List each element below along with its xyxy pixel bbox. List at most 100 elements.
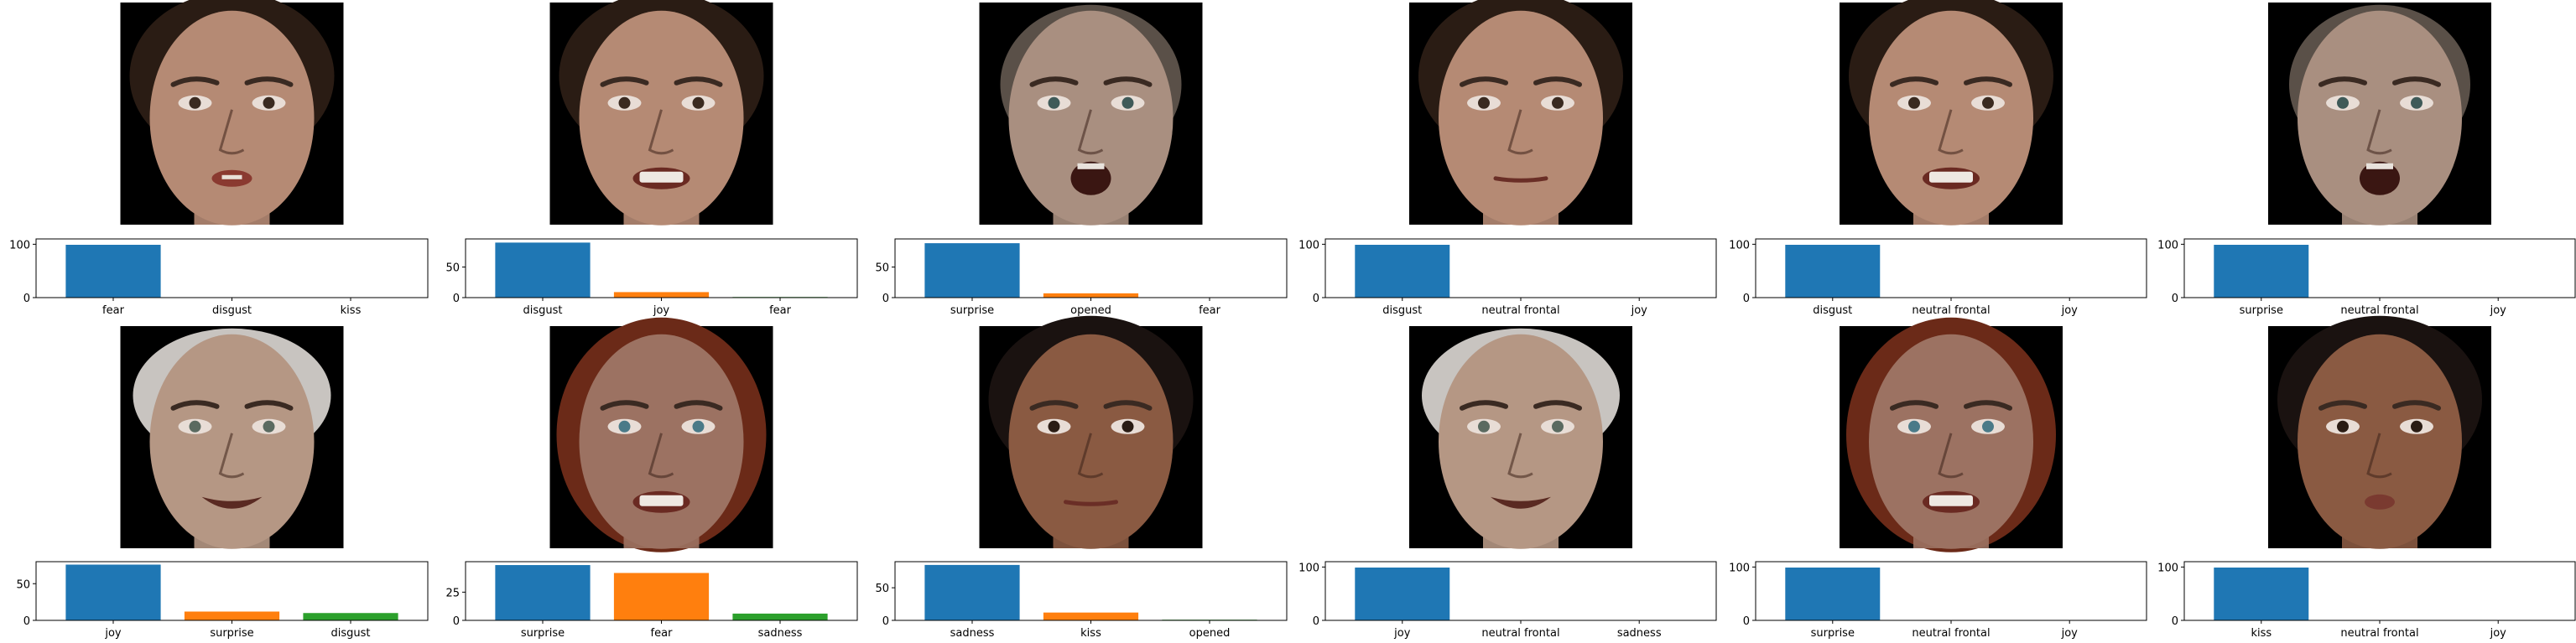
axes-frame: [2183, 238, 2576, 298]
mouth: [201, 496, 263, 509]
panel: joy surprise disgust 0 50: [16, 326, 429, 640]
face: [1439, 334, 1603, 549]
left-iris: [2337, 96, 2349, 109]
bar-opened: [1043, 293, 1139, 298]
x-tick-label: joy: [104, 627, 122, 640]
panel: surprise fear sadness 0 25: [445, 317, 858, 640]
right-eyebrow: [1964, 400, 2012, 411]
y-tick-label: 0: [453, 293, 460, 305]
bar-joy: [1355, 568, 1450, 620]
bar-disgust: [495, 242, 591, 298]
panel: surprise opened fear 0 50: [875, 3, 1288, 317]
x-tick-label: joy: [2490, 304, 2507, 317]
bar-fear: [613, 573, 710, 620]
bar-surprise: [495, 565, 591, 620]
y-tick-label: 0: [882, 293, 889, 305]
left-eyebrow: [170, 400, 220, 411]
x-tick-label: surprise: [950, 304, 994, 317]
left-iris: [1048, 96, 1060, 109]
y-tick-label: 100: [2157, 239, 2178, 251]
x-tick-label: fear: [1199, 304, 1221, 317]
axes-frame: [1755, 238, 2147, 298]
nose: [218, 433, 245, 479]
axes-frame: [894, 561, 1288, 621]
y-tick-label: 50: [875, 262, 889, 275]
mouth: [1064, 500, 1118, 506]
right-iris: [1552, 96, 1564, 109]
teeth: [639, 495, 684, 506]
right-eyebrow: [1103, 76, 1153, 87]
x-tick-label: disgust: [1813, 304, 1852, 317]
bar-disgust: [1785, 245, 1881, 298]
y-tick-label: 0: [2172, 293, 2178, 305]
y-tick-label: 0: [2172, 615, 2178, 628]
face: [579, 334, 744, 549]
right-eyebrow: [244, 400, 294, 411]
face: [579, 10, 744, 226]
right-eyebrow: [674, 76, 723, 87]
teeth: [2366, 163, 2393, 169]
bar-joy: [65, 564, 161, 620]
panel: disgust neutral frontal joy 0 100: [1298, 0, 1717, 317]
left-eyebrow: [600, 76, 649, 87]
nose: [1507, 109, 1533, 155]
bar-joy: [613, 292, 710, 298]
face: [1439, 10, 1603, 226]
face: [1869, 334, 2033, 549]
x-tick-label: surprise: [1811, 627, 1855, 640]
face: [1008, 10, 1174, 226]
x-tick-label: neutral frontal: [2340, 304, 2418, 317]
y-tick-label: 0: [1743, 293, 1750, 305]
bar-surprise: [1785, 568, 1881, 620]
y-tick-label: 50: [875, 583, 889, 595]
bar-surprise: [924, 243, 1020, 298]
nose: [2366, 433, 2392, 479]
x-tick-label: kiss: [1080, 627, 1101, 640]
panel: joy neutral frontal sadness 0 100: [1298, 326, 1717, 640]
x-tick-label: sadness: [1617, 627, 1662, 640]
nose: [1507, 433, 1533, 479]
teeth: [1929, 171, 1973, 183]
left-iris: [1908, 420, 1920, 433]
right-iris: [263, 420, 275, 433]
face: [149, 334, 315, 549]
right-eyebrow: [1103, 400, 1153, 411]
y-tick-label: 100: [2157, 562, 2178, 574]
y-tick-label: 100: [9, 239, 30, 251]
right-iris: [692, 96, 705, 109]
teeth: [1929, 495, 1973, 506]
x-tick-label: disgust: [523, 304, 562, 317]
left-eyebrow: [170, 76, 220, 87]
right-iris: [263, 96, 275, 109]
right-iris: [1982, 96, 1994, 109]
right-eyebrow: [2392, 76, 2441, 87]
nose: [1077, 433, 1104, 479]
mouth: [1491, 496, 1551, 509]
left-iris: [189, 420, 201, 433]
left-eyebrow: [1890, 400, 1939, 411]
right-eyebrow: [244, 76, 294, 87]
x-tick-label: disgust: [1382, 304, 1422, 317]
left-eyebrow: [2318, 400, 2367, 411]
x-tick-label: disgust: [212, 304, 252, 317]
panel: disgust neutral frontal joy 0 100: [1729, 0, 2147, 317]
left-eyebrow: [1890, 76, 1939, 87]
right-iris: [1552, 420, 1564, 433]
nose: [1938, 109, 1964, 155]
axes-frame: [1324, 238, 1717, 298]
x-tick-label: joy: [2061, 304, 2079, 317]
y-tick-label: 50: [16, 578, 30, 591]
left-iris: [2337, 420, 2349, 433]
panel: surprise neutral frontal joy 0 100: [1729, 317, 2147, 640]
face: [2298, 10, 2462, 226]
x-tick-label: opened: [1070, 304, 1111, 317]
y-tick-label: 25: [445, 587, 460, 599]
y-tick-label: 0: [23, 293, 30, 305]
y-tick-label: 0: [1313, 615, 1319, 628]
y-tick-label: 0: [1313, 293, 1319, 305]
panel: kiss neutral frontal joy 0 100: [2157, 315, 2576, 640]
left-iris: [618, 96, 631, 109]
face: [149, 10, 315, 226]
y-tick-label: 100: [1729, 239, 1750, 251]
y-tick-label: 0: [1743, 615, 1750, 628]
